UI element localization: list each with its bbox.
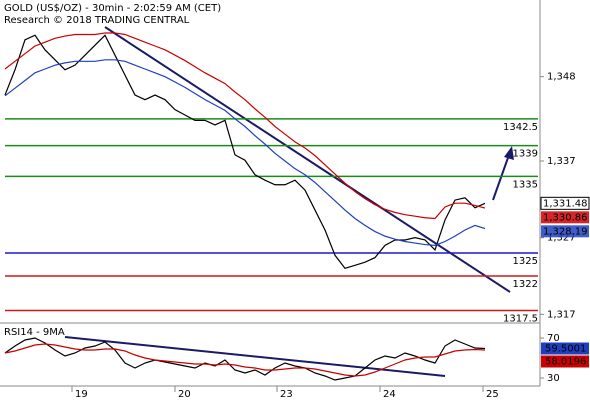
x-tick-label: 19 bbox=[75, 389, 88, 400]
x-tick-label: 20 bbox=[178, 389, 191, 400]
x-tick-label: 23 bbox=[280, 389, 293, 400]
price-tag bbox=[540, 196, 590, 210]
price-tag bbox=[541, 225, 589, 238]
arrow-head bbox=[504, 146, 514, 160]
y-tick-label: 1,348 bbox=[547, 72, 576, 83]
x-tick-label: 25 bbox=[486, 389, 499, 400]
price-tag-label: 1,330.86 bbox=[543, 212, 588, 223]
y-tick-label: 1,327 bbox=[547, 233, 576, 244]
y-tick-label: 1,337 bbox=[547, 156, 576, 167]
chart-subtitle: Research © 2018 TRADING CENTRAL bbox=[4, 15, 190, 26]
level-label: 1339 bbox=[513, 149, 538, 160]
level-label: 1322 bbox=[513, 279, 538, 290]
rsi-title: RSI14 - 9MA bbox=[4, 327, 65, 338]
chart-title: GOLD (US$/OZ) - 30min - 2:02:59 AM (CET) bbox=[4, 3, 221, 14]
level-label: 1342.5 bbox=[503, 122, 538, 133]
level-label: 1335 bbox=[513, 179, 538, 190]
rsi-line bbox=[4, 337, 486, 381]
rsi-tag-label: 58.0196 bbox=[545, 356, 586, 367]
rsi-tag bbox=[541, 355, 589, 368]
level-label: 1325 bbox=[513, 256, 538, 267]
x-tick-label: 24 bbox=[383, 389, 396, 400]
y-tick-label: 30 bbox=[547, 373, 560, 384]
trend-line bbox=[104, 26, 511, 293]
price-line bbox=[4, 32, 486, 220]
price-tag-label: 1,331.48 bbox=[543, 198, 588, 209]
y-tick-label: 1,317 bbox=[547, 309, 576, 320]
rsi-line bbox=[4, 343, 486, 377]
level-label: 1317.5 bbox=[503, 314, 538, 325]
price-tag-label: 1,328.19 bbox=[543, 226, 588, 237]
price-tag bbox=[541, 211, 589, 224]
y-tick-label: 70 bbox=[547, 333, 560, 344]
price-line bbox=[4, 59, 486, 246]
rsi-tag bbox=[541, 342, 589, 355]
rsi-tag-label: 59.5001 bbox=[545, 343, 586, 354]
price-line bbox=[4, 34, 486, 270]
